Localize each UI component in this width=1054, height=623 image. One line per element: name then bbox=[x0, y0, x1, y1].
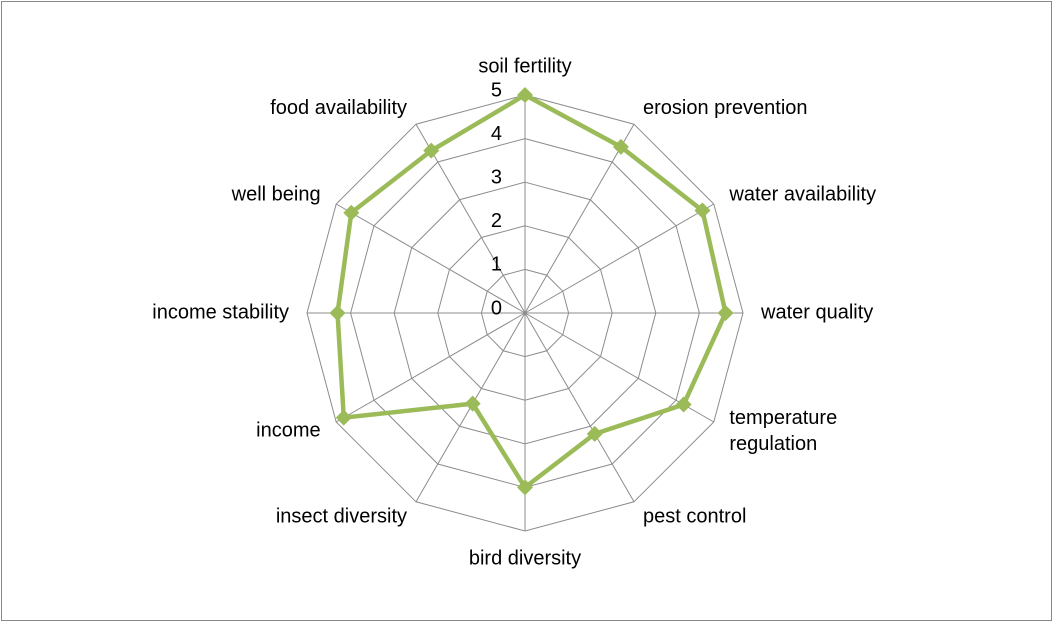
r-tick-label: 4 bbox=[491, 123, 502, 145]
category-label: bird diversity bbox=[469, 547, 581, 569]
spoke bbox=[335, 203, 526, 314]
marker bbox=[717, 305, 734, 321]
marker bbox=[329, 305, 346, 321]
spoke bbox=[524, 203, 715, 314]
category-label: food availability bbox=[270, 97, 407, 119]
category-label: erosion prevention bbox=[643, 97, 808, 119]
marker bbox=[517, 87, 533, 103]
marker bbox=[423, 142, 440, 159]
marker bbox=[464, 395, 481, 412]
category-label: temperature regulation bbox=[729, 407, 837, 455]
marker bbox=[343, 204, 360, 221]
category-label: well being bbox=[231, 183, 321, 205]
category-label: insect diversity bbox=[276, 506, 407, 528]
spoke bbox=[524, 312, 635, 503]
category-label: water quality bbox=[760, 301, 873, 323]
spoke bbox=[524, 123, 635, 314]
marker bbox=[612, 138, 629, 155]
r-tick-label: 1 bbox=[491, 254, 502, 276]
r-tick-label: 5 bbox=[491, 79, 502, 101]
category-label: soil fertility bbox=[478, 55, 571, 77]
r-tick-label: 3 bbox=[491, 166, 502, 188]
marker bbox=[335, 409, 352, 426]
r-tick-label: 0 bbox=[491, 297, 502, 319]
marker bbox=[517, 479, 533, 496]
spoke bbox=[335, 312, 526, 423]
marker bbox=[586, 425, 603, 442]
category-label: water availability bbox=[728, 183, 876, 205]
r-tick-label: 2 bbox=[491, 210, 502, 232]
category-label: pest control bbox=[643, 506, 746, 528]
marker bbox=[675, 396, 692, 413]
marker bbox=[694, 202, 711, 219]
category-label: income stability bbox=[152, 301, 289, 323]
category-label: income bbox=[256, 419, 320, 441]
